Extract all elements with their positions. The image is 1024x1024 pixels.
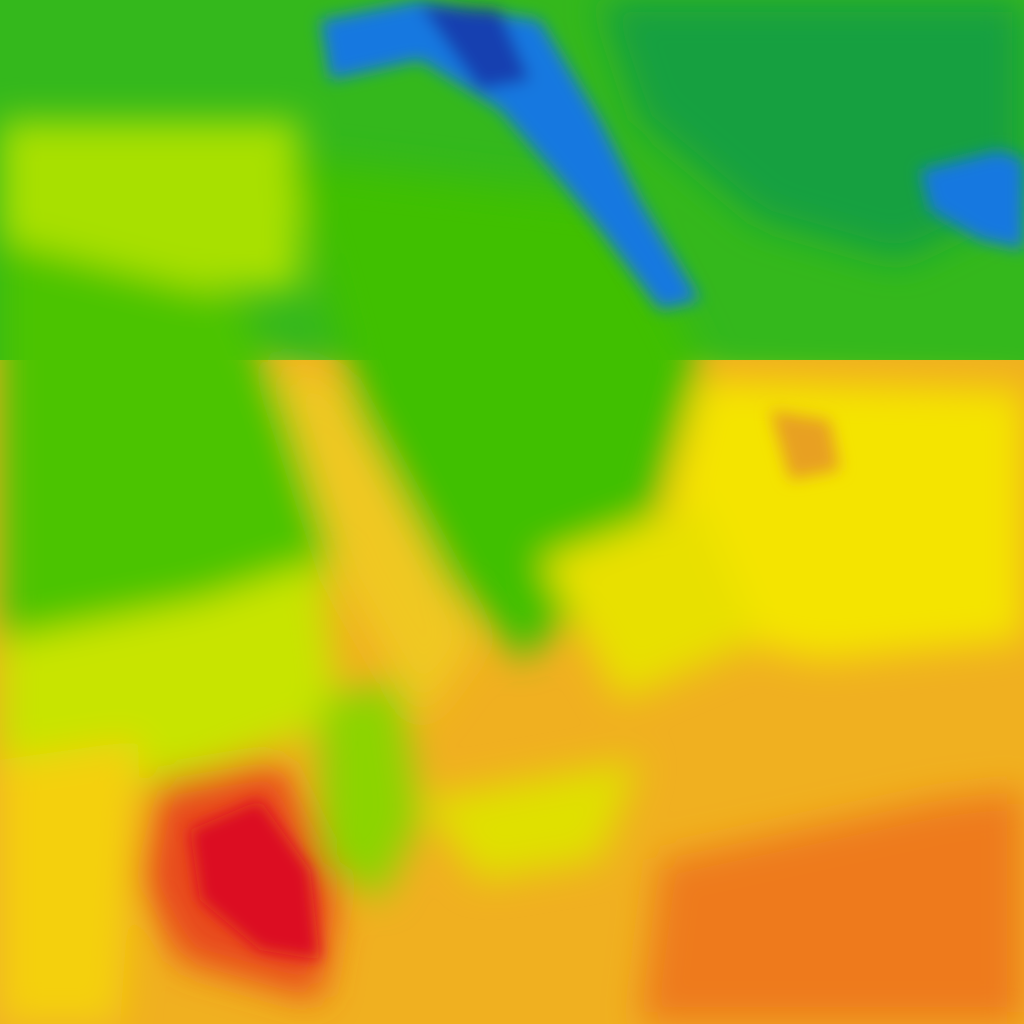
zone-teal [600, 0, 1024, 260]
zone-gulf [770, 410, 840, 480]
zone-yellow-south-arabia [540, 500, 760, 700]
zone-somali-yellow [420, 760, 640, 880]
zone-yellowgreen-nw [0, 120, 300, 290]
zone-lime [0, 560, 340, 800]
zone-orange-southeast [640, 790, 1024, 1024]
zone-blue-mountains [320, 0, 700, 310]
zone-yellow-southwest [0, 740, 140, 1024]
cold-and-hot-cores [190, 0, 1024, 960]
zone-green-arabia [290, 160, 700, 660]
zone-darkblue-core [420, 5, 530, 90]
zone-red-core [190, 800, 320, 960]
zone-blue-east [920, 150, 1024, 250]
zone-red-sea [270, 360, 480, 720]
zone-ethiopia-highlands [320, 680, 420, 900]
